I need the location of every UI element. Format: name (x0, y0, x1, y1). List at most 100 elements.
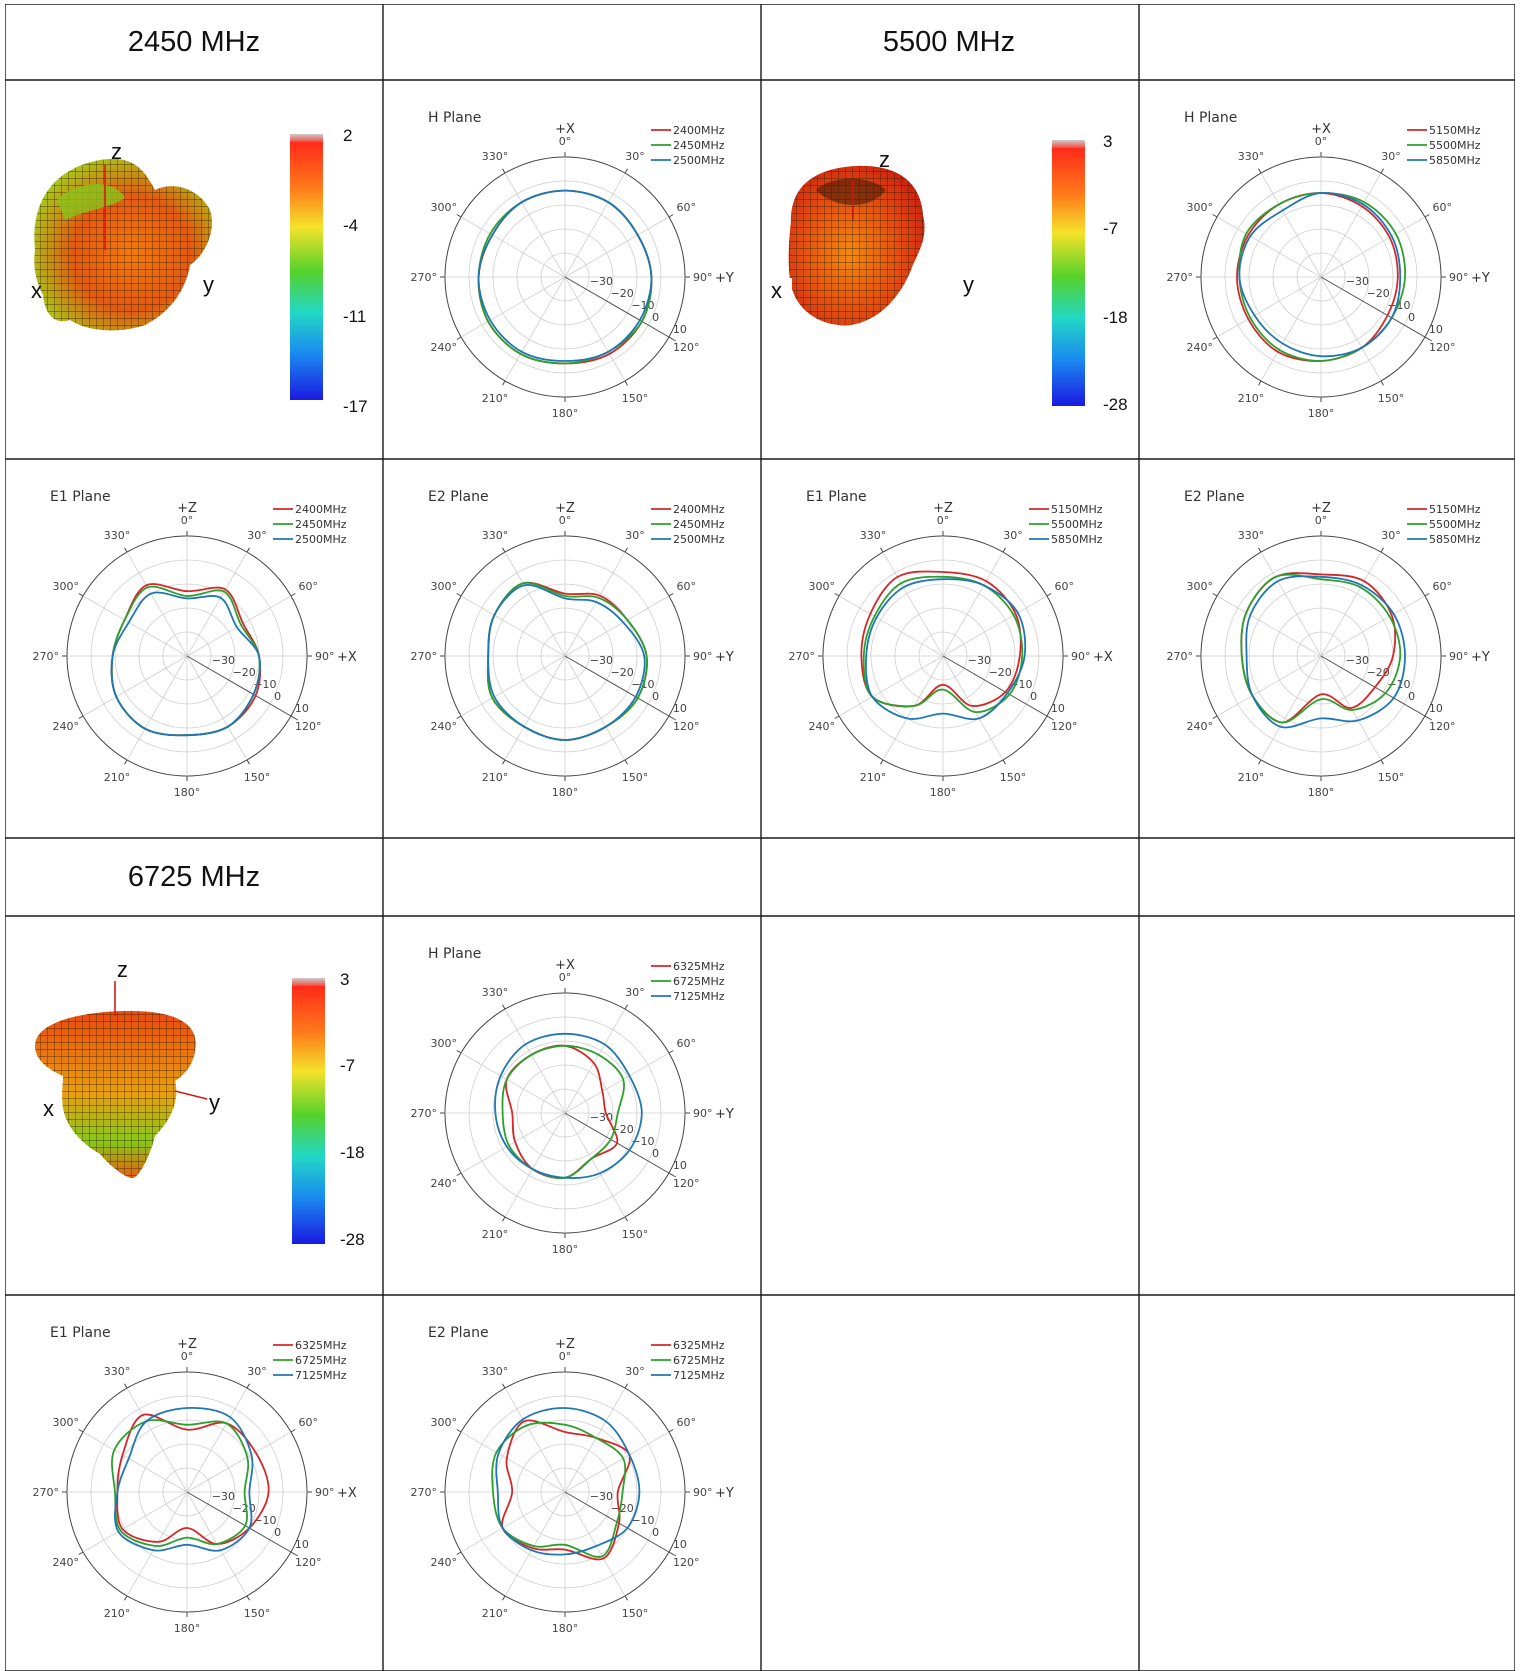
top-axis-label: +Z (555, 501, 575, 516)
colorbar (1052, 140, 1085, 150)
polar-chart-e2_5500: 0° 30° 60° 90° 120° 150° 180° 210° 240° 270° 300° 3… (1167, 489, 1490, 799)
polar-tick-mark (290, 593, 296, 597)
angle-tick-label: 180° (1308, 786, 1335, 799)
radial-tick-label: 10 (673, 323, 687, 336)
polar-radial-axis (942, 655, 1055, 721)
series-line-6725MHz (491, 1421, 627, 1558)
angle-tick-label: 30° (625, 150, 645, 163)
angle-tick-label: 300° (1187, 580, 1214, 593)
polar-tick-mark (624, 1216, 628, 1222)
polar-spoke (1260, 172, 1322, 278)
polar-spoke (1260, 655, 1322, 761)
angle-tick-label: 120° (673, 341, 700, 354)
polar-spoke (460, 655, 566, 717)
angle-tick-label: 90° (693, 650, 713, 663)
radial-tick-label: −20 (611, 1502, 634, 1515)
angle-tick-label: 240° (431, 341, 458, 354)
header-cell-3: 5500 MHz (883, 26, 1015, 58)
polar-tick-mark (124, 547, 128, 553)
polar-spoke (460, 1112, 566, 1174)
top-axis-label: +X (555, 122, 575, 137)
legend-entry: 5150MHz (1429, 503, 1481, 516)
polar-tick-mark (1424, 593, 1430, 597)
angle-tick-label: 0° (937, 514, 950, 527)
angle-tick-label: 150° (622, 771, 649, 784)
polar-tick-mark (624, 1383, 628, 1389)
polar-tick-mark (456, 336, 462, 340)
polar-tick-mark (124, 1595, 128, 1601)
polar-radial-axis (186, 655, 299, 721)
radial-tick-label: −20 (233, 1502, 256, 1515)
legend-entry: 2400MHz (295, 503, 347, 516)
polar-tick-mark (456, 1551, 462, 1555)
angle-tick-label: 120° (1429, 341, 1456, 354)
radial-tick-label: −30 (1346, 275, 1369, 288)
angle-tick-label: 210° (1238, 392, 1265, 405)
polar-spoke (1320, 216, 1426, 278)
radial-tick-label: 10 (295, 702, 309, 715)
polar-spoke (564, 1112, 626, 1218)
z-axis-label: z (117, 957, 128, 982)
radial-tick-label: 10 (295, 1538, 309, 1551)
polar-spoke (564, 216, 670, 278)
polar-tick-mark (668, 593, 674, 597)
top-axis-label: +Z (933, 501, 953, 516)
angle-tick-label: 300° (53, 580, 80, 593)
radial-tick-label: −30 (1346, 654, 1369, 667)
polar-chart-e1_2450: 0° 30° 60° 90° 120° 150° 180° 210° 240° 270° 300° 3… (33, 489, 357, 799)
radial-tick-label: −10 (631, 299, 654, 312)
radial-tick-label: 0 (652, 690, 659, 703)
polar-spoke (564, 1052, 670, 1114)
legend-entry: 2400MHz (673, 503, 725, 516)
angle-tick-label: 30° (625, 1365, 645, 1378)
angle-tick-label: 240° (809, 720, 836, 733)
polar-tick-mark (1380, 759, 1384, 765)
pattern-3d-6725: z x y 3 -7 -18 -28 (35, 957, 365, 1249)
colorbar (290, 142, 323, 400)
angle-tick-label: 120° (673, 720, 700, 733)
polar-radial-axis (564, 1491, 677, 1557)
radial-tick-label: −20 (989, 666, 1012, 679)
polar-spoke (564, 276, 626, 382)
angle-tick-label: 180° (174, 786, 201, 799)
polar-spoke (564, 172, 626, 278)
radial-tick-label: 0 (1408, 690, 1415, 703)
colorbar (290, 134, 323, 144)
legend-entry: 5500MHz (1429, 518, 1481, 531)
polar-tick-mark (78, 1551, 84, 1555)
polar-tick-mark (456, 715, 462, 719)
series-line-5150MHz (860, 570, 1022, 708)
series-line-5500MHz (862, 575, 1024, 714)
angle-tick-label: 0° (181, 1350, 194, 1363)
polar-radial-axis (564, 276, 677, 342)
angle-tick-label: 270° (411, 271, 438, 284)
polar-tick-mark (1212, 336, 1218, 340)
legend-entry: 7125MHz (295, 1369, 347, 1382)
chart-title: E1 Plane (50, 489, 111, 505)
chart-title: H Plane (428, 946, 481, 962)
angle-tick-label: 330° (104, 529, 131, 542)
right-axis-label: +X (337, 1486, 357, 1501)
polar-tick-mark (502, 759, 506, 765)
polar-chart-e1_5500: 0° 30° 60° 90° 120° 150° 180° 210° 240° 270° 300° 3… (789, 489, 1113, 799)
polar-tick-mark (834, 715, 840, 719)
chart-title: E1 Plane (50, 1325, 111, 1341)
polar-spoke (564, 1491, 626, 1597)
legend-entry: 2500MHz (673, 154, 725, 167)
polar-tick-mark (624, 759, 628, 765)
series-line-5850MHz (1238, 192, 1402, 358)
series-line-6725MHz (111, 1419, 250, 1547)
radial-tick-label: 0 (652, 311, 659, 324)
angle-tick-label: 210° (482, 1607, 509, 1620)
polar-spoke (186, 595, 292, 657)
colorbar-tick: -4 (343, 216, 358, 235)
radial-tick-label: 0 (1408, 311, 1415, 324)
angle-tick-label: 0° (559, 135, 572, 148)
top-axis-label: +Z (1311, 501, 1331, 516)
colorbar-tick: -17 (343, 397, 368, 416)
angle-tick-label: 300° (431, 1416, 458, 1429)
series-line-6325MHz (116, 1413, 270, 1545)
polar-spoke (126, 655, 188, 761)
radial-tick-label: −10 (631, 1514, 654, 1527)
angle-tick-label: 180° (930, 786, 957, 799)
